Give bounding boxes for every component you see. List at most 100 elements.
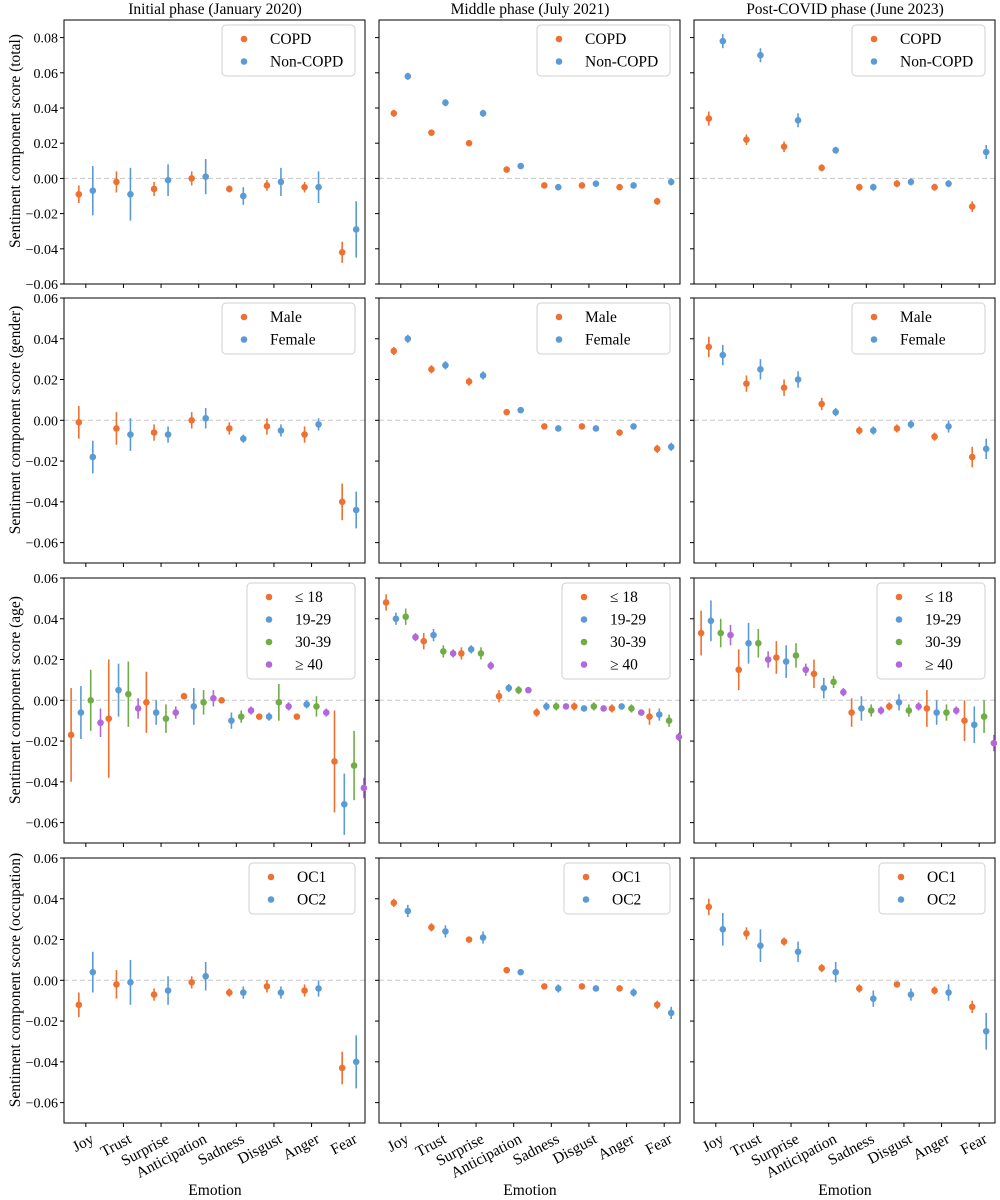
y-tick-label: 0.06 <box>34 292 59 307</box>
plot-frame <box>63 297 366 564</box>
legend-label: 30-39 <box>610 634 646 651</box>
data-point <box>743 930 750 937</box>
legend: COPD Non-COPD <box>221 24 356 77</box>
legend-marker <box>240 336 248 343</box>
series-OC1 <box>390 898 661 1009</box>
y-tick-label: 0.02 <box>34 654 59 669</box>
data-point <box>301 183 308 191</box>
legend-box <box>248 862 356 915</box>
data-point <box>616 985 623 992</box>
legend-marker <box>555 313 563 321</box>
panel-gender-2: Male Female <box>690 297 996 567</box>
data-point <box>275 699 283 706</box>
data-point <box>578 983 586 990</box>
column-titles: Initial phase (January 2020) Middle phas… <box>128 1 944 18</box>
legend-box <box>536 302 671 355</box>
data-point <box>961 717 968 724</box>
series-OC2 <box>404 904 675 1020</box>
data-point <box>895 699 903 706</box>
x-axis-labels: Emotion Emotion Emotion <box>188 1182 872 1199</box>
data-point <box>578 423 586 430</box>
data-point <box>465 936 473 943</box>
panel-gender-1: Male Female <box>375 297 681 567</box>
data-point <box>440 648 447 655</box>
x-tick-label: Fear <box>328 1130 361 1158</box>
data-point <box>352 506 360 514</box>
data-point <box>127 979 134 986</box>
series-≤ 18 <box>697 610 968 742</box>
data-point <box>982 148 990 156</box>
data-point <box>75 419 83 426</box>
plot-frame <box>693 857 996 1124</box>
data-point <box>794 948 802 956</box>
data-point <box>495 692 503 700</box>
plot-frame <box>693 19 996 285</box>
legend-marker <box>265 638 273 646</box>
data-point <box>630 989 637 996</box>
data-point <box>263 423 271 430</box>
column-title: Middle phase (July 2021) <box>451 1 610 18</box>
data-point <box>164 176 172 184</box>
y-tick-label: 0.04 <box>34 893 59 908</box>
data-point <box>525 686 532 694</box>
data-point <box>315 183 322 191</box>
legend: COPD Non-COPD <box>851 24 986 77</box>
legend-box <box>878 862 986 915</box>
data-point <box>210 694 217 702</box>
legend-label: Non-COPD <box>585 54 658 71</box>
y-tick-label: −0.02 <box>26 455 58 470</box>
data-point <box>301 431 308 438</box>
data-point <box>870 183 877 191</box>
legend-label: OC1 <box>927 869 956 886</box>
column-title: Post-COVID phase (June 2023) <box>746 1 944 18</box>
legend-label: ≤ 18 <box>610 589 638 606</box>
data-point <box>877 707 885 714</box>
data-point <box>931 183 938 191</box>
series-Non-COPD <box>89 159 360 258</box>
data-point <box>743 136 750 143</box>
x-tick-label: Disgust <box>865 1130 915 1168</box>
data-point <box>404 335 412 343</box>
data-point <box>226 185 233 193</box>
data-point <box>350 762 358 769</box>
data-point <box>541 983 548 990</box>
data-point <box>113 178 120 186</box>
y-tick-label: 0.02 <box>34 934 59 949</box>
data-point <box>240 435 247 442</box>
data-point <box>202 173 209 180</box>
panel-total-1: COPD Non-COPD <box>375 19 681 288</box>
legend-label: ≤ 18 <box>925 589 953 606</box>
y-tick-label: 0.00 <box>34 172 59 187</box>
legend-label: Female <box>900 332 946 349</box>
data-point <box>856 183 863 191</box>
data-point <box>303 701 310 708</box>
data-point <box>555 425 562 432</box>
panel-occupation-1: Joy TrustSurpriseAnticipationSadnessDisgu… <box>375 857 681 1182</box>
data-point <box>188 417 195 424</box>
x-tick-label: Fear <box>643 1130 676 1158</box>
data-point <box>570 703 578 710</box>
data-point <box>340 800 348 808</box>
series-≥ 40 <box>727 624 998 752</box>
legend-label: OC1 <box>297 869 326 886</box>
data-point <box>968 453 976 461</box>
legend-label: Male <box>270 309 302 326</box>
series-OC2 <box>89 951 360 1089</box>
data-point <box>592 180 600 187</box>
legend-label: OC2 <box>927 892 956 909</box>
data-point <box>697 629 705 637</box>
data-point <box>727 631 734 639</box>
data-point <box>665 717 673 724</box>
data-point <box>430 631 437 639</box>
data-point <box>255 713 263 720</box>
data-point <box>705 903 713 911</box>
data-point <box>719 351 727 359</box>
data-point <box>428 924 435 931</box>
legend-marker <box>267 896 275 903</box>
data-point <box>893 180 901 187</box>
data-point <box>390 899 398 907</box>
data-point <box>982 445 990 453</box>
legend-marker <box>870 58 878 65</box>
data-point <box>202 972 209 980</box>
